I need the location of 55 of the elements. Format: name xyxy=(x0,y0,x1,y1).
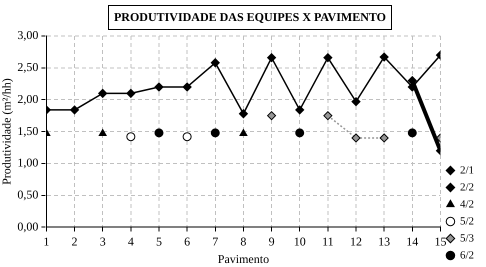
legend-label: 2/2 xyxy=(460,181,474,194)
x-tick-label: 9 xyxy=(268,234,275,249)
point xyxy=(380,52,389,62)
point xyxy=(295,105,304,114)
x-tick-label: 4 xyxy=(128,234,134,249)
x-tick-label: 3 xyxy=(100,234,106,249)
x-tick-label: 14 xyxy=(406,234,418,249)
point xyxy=(267,111,276,120)
point xyxy=(239,129,248,136)
y-axis-title: Produtividade (m²/hh) xyxy=(0,78,14,185)
y-tick-label: 2,00 xyxy=(17,92,38,106)
y-tick-label: 2,50 xyxy=(17,60,38,74)
x-tick-label: 2 xyxy=(72,234,78,249)
point xyxy=(98,88,108,98)
legend-label: 2/1 xyxy=(460,164,474,176)
legend-label: 5/2 xyxy=(460,215,474,228)
point xyxy=(408,128,417,138)
point xyxy=(323,111,332,120)
point xyxy=(182,82,192,92)
x-tick-label: 1 xyxy=(43,234,50,249)
point xyxy=(126,132,136,142)
point xyxy=(323,53,332,62)
point xyxy=(70,105,80,114)
x-tick-label: 8 xyxy=(240,234,246,249)
y-tick-label: 3,00 xyxy=(17,28,38,42)
point xyxy=(238,109,248,118)
point xyxy=(380,133,389,142)
chart-title: PRODUTIVIDADE DAS EQUIPES X PAVIMENTO xyxy=(108,5,392,30)
x-tick-label: 13 xyxy=(378,234,390,249)
x-tick-label: 11 xyxy=(322,234,334,249)
x-tick-label: 15 xyxy=(434,234,446,249)
point xyxy=(295,128,304,138)
point xyxy=(352,97,361,106)
x-tick-label: 10 xyxy=(294,234,306,249)
x-tick-label: 12 xyxy=(350,234,362,249)
point xyxy=(154,82,164,92)
y-tick-label: 0,00 xyxy=(17,219,38,234)
point xyxy=(267,53,276,62)
y-tick-label: 0,50 xyxy=(17,187,38,202)
legend-label: 4/2 xyxy=(460,198,474,210)
y-tick-label: 1,50 xyxy=(17,124,38,138)
legend-label: 5/3 xyxy=(460,232,474,244)
y-tick-label: 1,00 xyxy=(17,156,38,170)
point xyxy=(210,58,220,68)
point xyxy=(126,88,136,98)
point xyxy=(98,129,107,136)
point xyxy=(182,132,192,142)
x-tick-label: 5 xyxy=(156,234,162,249)
x-tick-label: 7 xyxy=(212,234,218,249)
point xyxy=(210,128,220,138)
point xyxy=(154,128,164,138)
point xyxy=(352,133,361,142)
legend-label: 6/2 xyxy=(460,249,474,262)
x-tick-label: 6 xyxy=(184,234,190,249)
x-axis-title: Pavimento xyxy=(218,252,270,266)
